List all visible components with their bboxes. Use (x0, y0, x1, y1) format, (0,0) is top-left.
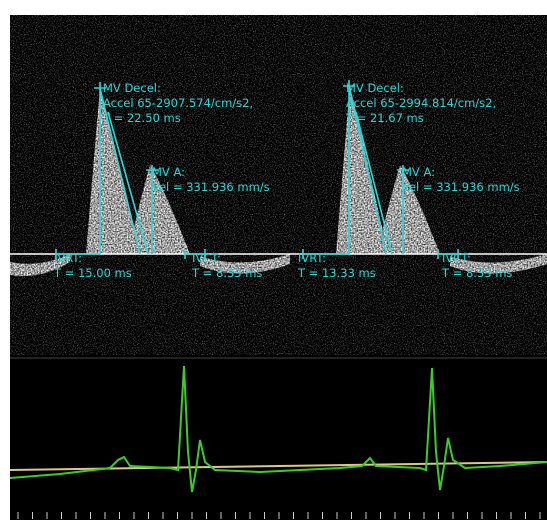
label: MV Decel: (346, 81, 404, 95)
label: T = 13.33 ms (297, 266, 376, 280)
label: T = 8.33 ms (441, 266, 512, 280)
label: T = 22.50 ms (102, 111, 181, 125)
label: IVCT: (192, 251, 221, 265)
label: IVRT: (54, 251, 82, 265)
label: T = 8.33 ms (191, 266, 262, 280)
label: MV A: (402, 165, 435, 179)
label: Accel 65-2994.814/cm/s2, (346, 96, 496, 110)
echo-screen: MV Decel: Accel 65-2907.574/cm/s2, T = 2… (0, 0, 547, 520)
label: T = 21.67 ms (345, 111, 424, 125)
label: MV Decel: (103, 81, 161, 95)
label: IVRT: (298, 251, 326, 265)
label: Vel = 331.936 mm/s (402, 180, 520, 194)
label: T = 15.00 ms (53, 266, 132, 280)
label: IVCT: (442, 251, 471, 265)
label: MV A: (152, 165, 185, 179)
label: Vel = 331.936 mm/s (152, 180, 270, 194)
label: Accel 65-2907.574/cm/s2, (103, 96, 253, 110)
